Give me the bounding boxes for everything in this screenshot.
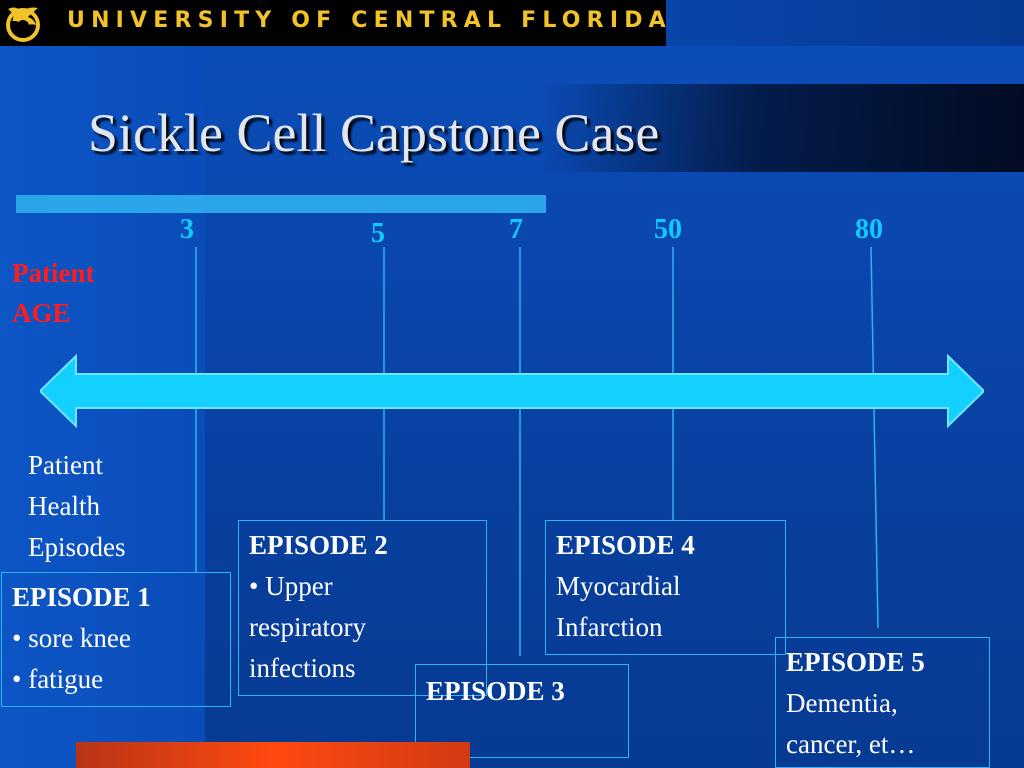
age-tick-50: 50	[654, 214, 682, 245]
age-tick-5: 5	[371, 218, 385, 249]
episode-5-line: Dementia,	[786, 688, 898, 718]
episode-2-box: EPISODE 2 Upper respiratory infections	[238, 520, 487, 696]
age-tick-7: 7	[509, 214, 523, 245]
episode-1-title: EPISODE 1	[12, 582, 151, 612]
university-name: UNIVERSITY OF CENTRAL FLORIDA	[67, 8, 672, 33]
episode-1-line: sore knee	[12, 618, 220, 659]
age-tick-3: 3	[180, 214, 194, 245]
title-shade	[540, 84, 1024, 172]
episode-3-box: EPISODE 3	[415, 664, 629, 758]
episode-1-box: EPISODE 1 sore knee fatigue	[1, 572, 231, 707]
episode-4-line: Myocardial	[556, 571, 681, 601]
episode-5-box: EPISODE 5 Dementia, cancer, et…	[775, 637, 990, 768]
health-episodes-label: Patient Health Episodes	[28, 450, 126, 562]
episode-2-title: EPISODE 2	[249, 530, 388, 560]
timeline-arrow	[40, 354, 984, 428]
connector-age-80	[870, 246, 879, 629]
episode-4-line: Infarction	[556, 612, 663, 642]
episode-2-line: infections	[249, 653, 356, 683]
bottom-accent-bar	[76, 742, 470, 768]
episode-2-line: respiratory	[249, 612, 366, 642]
pegasus-logo-icon	[6, 7, 40, 42]
header-bar: UNIVERSITY OF CENTRAL FLORIDA	[0, 0, 666, 46]
age-tick-80: 80	[855, 214, 883, 245]
episode-4-box: EPISODE 4 Myocardial Infarction	[545, 520, 786, 655]
episode-4-title: EPISODE 4	[556, 530, 695, 560]
episode-5-line: cancer, et…	[786, 729, 916, 759]
episode-1-line: fatigue	[12, 659, 220, 700]
title-underline	[16, 195, 546, 213]
episode-2-line: Upper	[249, 566, 476, 607]
episode-3-title: EPISODE 3	[426, 676, 565, 706]
episode-5-title: EPISODE 5	[786, 647, 925, 677]
slide-title: Sickle Cell Capstone Case	[88, 103, 660, 163]
patient-age-label: Patient AGE	[12, 258, 95, 328]
